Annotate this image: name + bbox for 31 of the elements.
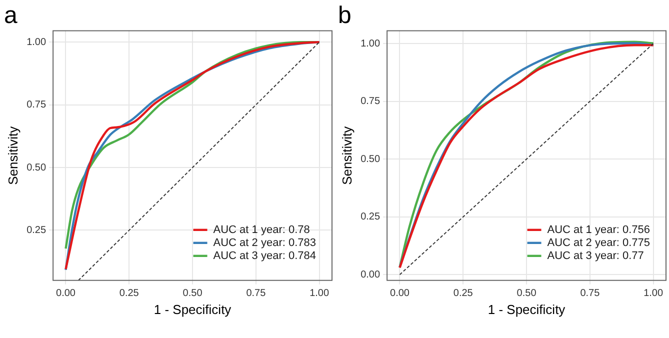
- legend-label: AUC at 3 year: 0.77: [547, 250, 644, 262]
- x-tick-label: 1.00: [310, 288, 330, 300]
- y-tick-label: 0.00: [360, 269, 380, 280]
- x-axis-title: 1 - Specificity: [154, 302, 232, 317]
- legend-label: AUC at 3 year: 0.784: [213, 250, 316, 262]
- x-tick-label: 0.50: [182, 288, 203, 300]
- x-tick-label: 1.00: [644, 288, 664, 300]
- y-tick-label: 0.50: [360, 154, 380, 165]
- y-tick-label: 0.50: [26, 162, 46, 174]
- y-tick-label: 1.00: [360, 38, 380, 50]
- chart-title: a: [4, 2, 18, 30]
- x-axis-title: 1 - Specificity: [488, 302, 566, 317]
- y-tick-label: 0.75: [360, 96, 380, 108]
- x-tick-label: 0.00: [56, 288, 76, 300]
- y-tick-label: 1.00: [26, 36, 46, 48]
- y-tick-label: 0.25: [360, 212, 380, 223]
- x-tick-label: 0.25: [453, 288, 474, 300]
- x-tick-label: 0.25: [119, 288, 140, 300]
- legend-label: AUC at 2 year: 0.775: [547, 236, 650, 249]
- legend-label: AUC at 1 year: 0.756: [547, 224, 650, 236]
- y-axis-title: Sensitivity: [339, 126, 354, 185]
- x-tick-label: 0.75: [580, 288, 600, 300]
- legend-label: AUC at 1 year: 0.78: [213, 224, 310, 236]
- chart-title: b: [338, 2, 352, 30]
- y-tick-label: 0.25: [26, 224, 46, 236]
- x-tick-label: 0.75: [246, 288, 266, 300]
- y-tick-label: 0.75: [26, 100, 46, 111]
- legend-label: AUC at 2 year: 0.783: [213, 236, 316, 249]
- x-tick-label: 0.50: [516, 288, 537, 300]
- x-tick-label: 0.00: [390, 288, 410, 300]
- y-axis-title: Sensitivity: [5, 126, 20, 185]
